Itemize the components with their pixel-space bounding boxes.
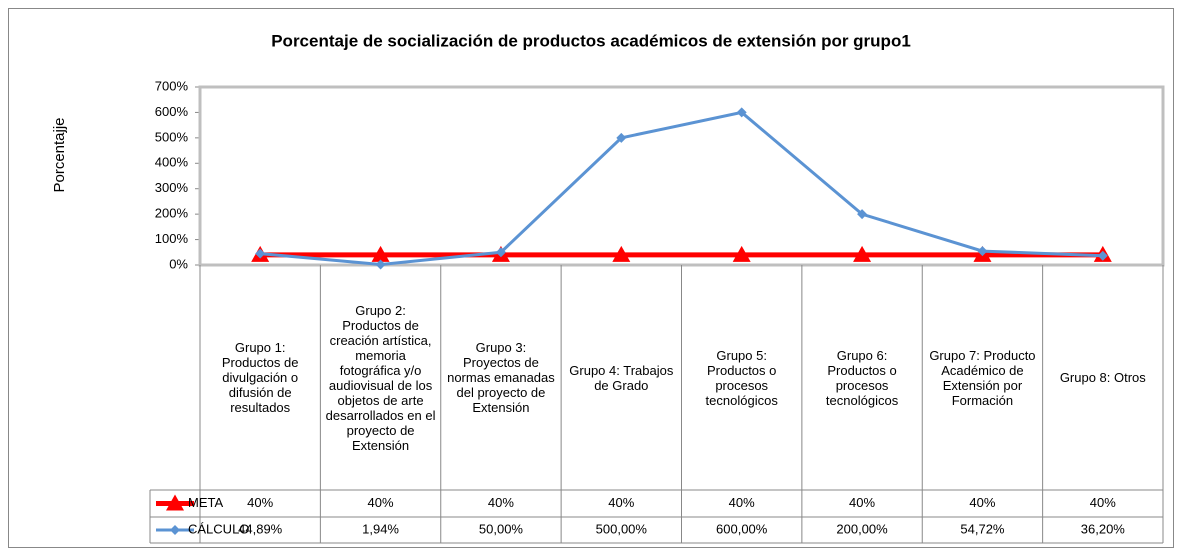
- point: [375, 259, 386, 270]
- point: [255, 248, 266, 259]
- point: [853, 245, 872, 262]
- table-value: 40%: [368, 495, 394, 510]
- table-value: 36,20%: [1081, 521, 1126, 536]
- category-label: Grupo 6: Productos o procesos tecnológic…: [825, 347, 899, 408]
- chart-border: [8, 8, 1174, 548]
- table-value: 600,00%: [716, 521, 768, 536]
- point: [736, 107, 747, 118]
- series-line: [260, 110, 1103, 267]
- category-label: Grupo 7: Producto Académico de Extensión…: [929, 347, 1036, 408]
- table-value: 40%: [849, 495, 875, 510]
- y-tick-label: 300%: [155, 180, 189, 195]
- y-tick-label: 100%: [155, 231, 189, 246]
- chart-title: Porcentaje de socialización de productos…: [271, 31, 911, 50]
- point: [166, 494, 184, 511]
- table-value: 40%: [488, 495, 514, 510]
- legend-label: CÁLCULO: [188, 521, 249, 536]
- point: [857, 209, 868, 220]
- point: [371, 245, 390, 262]
- y-axis-label: Porcentajje: [51, 117, 68, 192]
- table-value: 40%: [729, 495, 755, 510]
- category-label: Grupo 5: Productos o procesos tecnológic…: [705, 347, 778, 408]
- table-value: 54,72%: [960, 521, 1005, 536]
- point: [977, 246, 988, 257]
- table-value: 40%: [608, 495, 634, 510]
- point: [616, 132, 627, 143]
- table-value: 50,00%: [479, 521, 524, 536]
- point: [495, 247, 506, 258]
- category-label: Grupo 2: Productos de creación artística…: [325, 302, 436, 453]
- y-tick-label: 400%: [155, 155, 189, 170]
- y-tick-label: 200%: [155, 206, 189, 221]
- category-label: Grupo 8: Otros: [1059, 370, 1146, 385]
- y-tick-label: 600%: [155, 104, 189, 119]
- y-tick-label: 0%: [169, 256, 188, 271]
- point: [612, 245, 631, 262]
- table-value: 200,00%: [836, 521, 888, 536]
- table-value: 44,89%: [238, 521, 283, 536]
- y-tick-label: 700%: [155, 78, 189, 93]
- point: [732, 245, 751, 262]
- table-value: 1,94%: [362, 521, 399, 536]
- point: [1097, 250, 1108, 261]
- table-value: 40%: [247, 495, 273, 510]
- point: [170, 525, 180, 535]
- table-value: 500,00%: [596, 521, 648, 536]
- y-tick-label: 500%: [155, 129, 189, 144]
- category-label: Grupo 3: Proyectos de normas emanadas de…: [447, 340, 555, 415]
- legend-label: META: [188, 495, 223, 510]
- table-value: 40%: [969, 495, 995, 510]
- category-label: Grupo 1: Productos de divulgación o difu…: [221, 340, 299, 415]
- table-value: 40%: [1090, 495, 1116, 510]
- category-label: Grupo 4: Trabajos de Grado: [569, 362, 674, 393]
